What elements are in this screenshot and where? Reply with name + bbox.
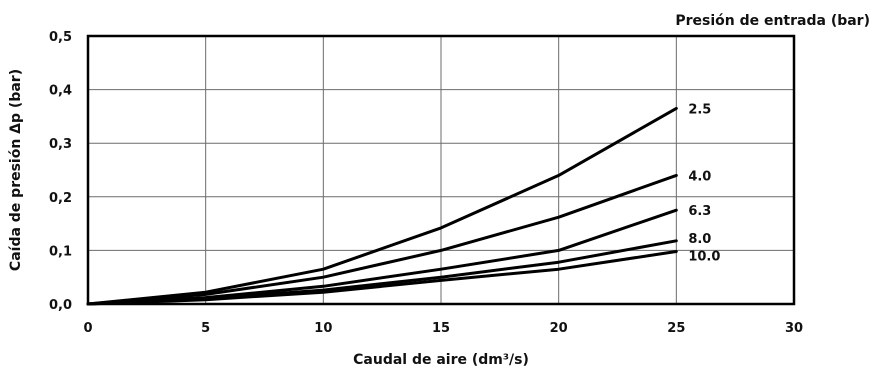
series-label: 2.5 — [688, 102, 711, 117]
y-axis-title: Caída de presión Δp (bar) — [8, 69, 24, 271]
y-tick-label: 0,0 — [49, 298, 72, 313]
series-line-4.0 — [86, 173, 678, 306]
series-labels: 2.5 4.0 6.3 8.0 10.0 — [688, 102, 720, 264]
x-tick-label: 0 — [83, 321, 92, 336]
series-label: 10.0 — [688, 249, 720, 264]
x-axis-title: Caudal de aire (dm³/s) — [353, 352, 529, 368]
series-lines — [86, 106, 678, 306]
x-tick-label: 20 — [550, 321, 568, 336]
y-tick-label: 0,5 — [49, 30, 72, 45]
x-tick-label: 25 — [667, 321, 685, 336]
y-tick-label: 0,4 — [49, 84, 72, 99]
x-tick-label: 5 — [201, 321, 210, 336]
y-tick-label: 0,1 — [49, 244, 72, 259]
series-label: 6.3 — [688, 204, 711, 219]
x-tick-label: 30 — [785, 321, 803, 336]
x-tick-label: 15 — [432, 321, 450, 336]
series-line-2.5 — [86, 106, 678, 306]
x-tick-label: 10 — [314, 321, 332, 336]
series-label: 4.0 — [688, 169, 711, 184]
x-axis-ticks: 0 5 10 15 20 25 30 — [83, 321, 803, 336]
y-axis-ticks: 0,0 0,1 0,2 0,3 0,4 0,5 — [49, 30, 72, 313]
y-tick-label: 0,3 — [49, 137, 72, 152]
legend-title: Presión de entrada (bar) — [675, 13, 870, 29]
plot-frame — [86, 34, 796, 306]
series-line-10.0 — [86, 250, 678, 306]
y-tick-label: 0,2 — [49, 191, 72, 206]
series-label: 8.0 — [688, 232, 711, 247]
